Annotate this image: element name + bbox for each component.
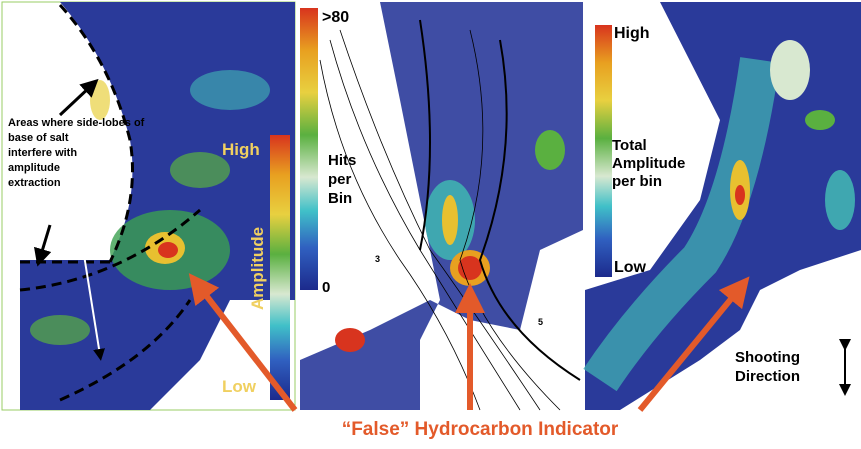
contour-label: 3 xyxy=(375,254,380,264)
annotation: interfere with xyxy=(8,147,77,159)
contour-label: 5 xyxy=(538,317,543,327)
note: Direction xyxy=(735,368,800,385)
scale-title: Hits xyxy=(328,152,356,169)
scale-title: Bin xyxy=(328,190,352,207)
caption: “False” Hydrocarbon Indicator xyxy=(342,419,619,440)
annotation: amplitude xyxy=(8,162,60,174)
scale-title: per xyxy=(328,171,352,188)
annotation: extraction xyxy=(8,177,61,189)
scale-title: Amplitude xyxy=(248,227,267,310)
scale-top: >80 xyxy=(322,9,349,26)
scale-bottom: Low xyxy=(614,259,647,276)
scale-title: per bin xyxy=(612,173,662,190)
scale-top: High xyxy=(222,140,260,159)
panel-3: High Total Amplitude per bin Low Shootin… xyxy=(585,2,861,410)
color-scale xyxy=(300,8,318,290)
color-scale xyxy=(595,25,612,277)
note: Shooting xyxy=(735,349,800,366)
scale-top: High xyxy=(614,25,650,42)
scale-bottom: Low xyxy=(222,377,257,396)
figure: Areas where side-lobes of base of salt i… xyxy=(0,0,861,444)
annotation: base of salt xyxy=(8,132,69,144)
scale-bottom: 0 xyxy=(322,279,330,296)
color-scale xyxy=(270,135,290,400)
scale-title: Total xyxy=(612,137,647,154)
panel-2: >80 Hits per Bin 0 3 5 xyxy=(300,2,583,410)
map xyxy=(20,2,295,410)
scale-title: Amplitude xyxy=(612,155,685,172)
annotation: Areas where side-lobes of xyxy=(8,117,145,129)
